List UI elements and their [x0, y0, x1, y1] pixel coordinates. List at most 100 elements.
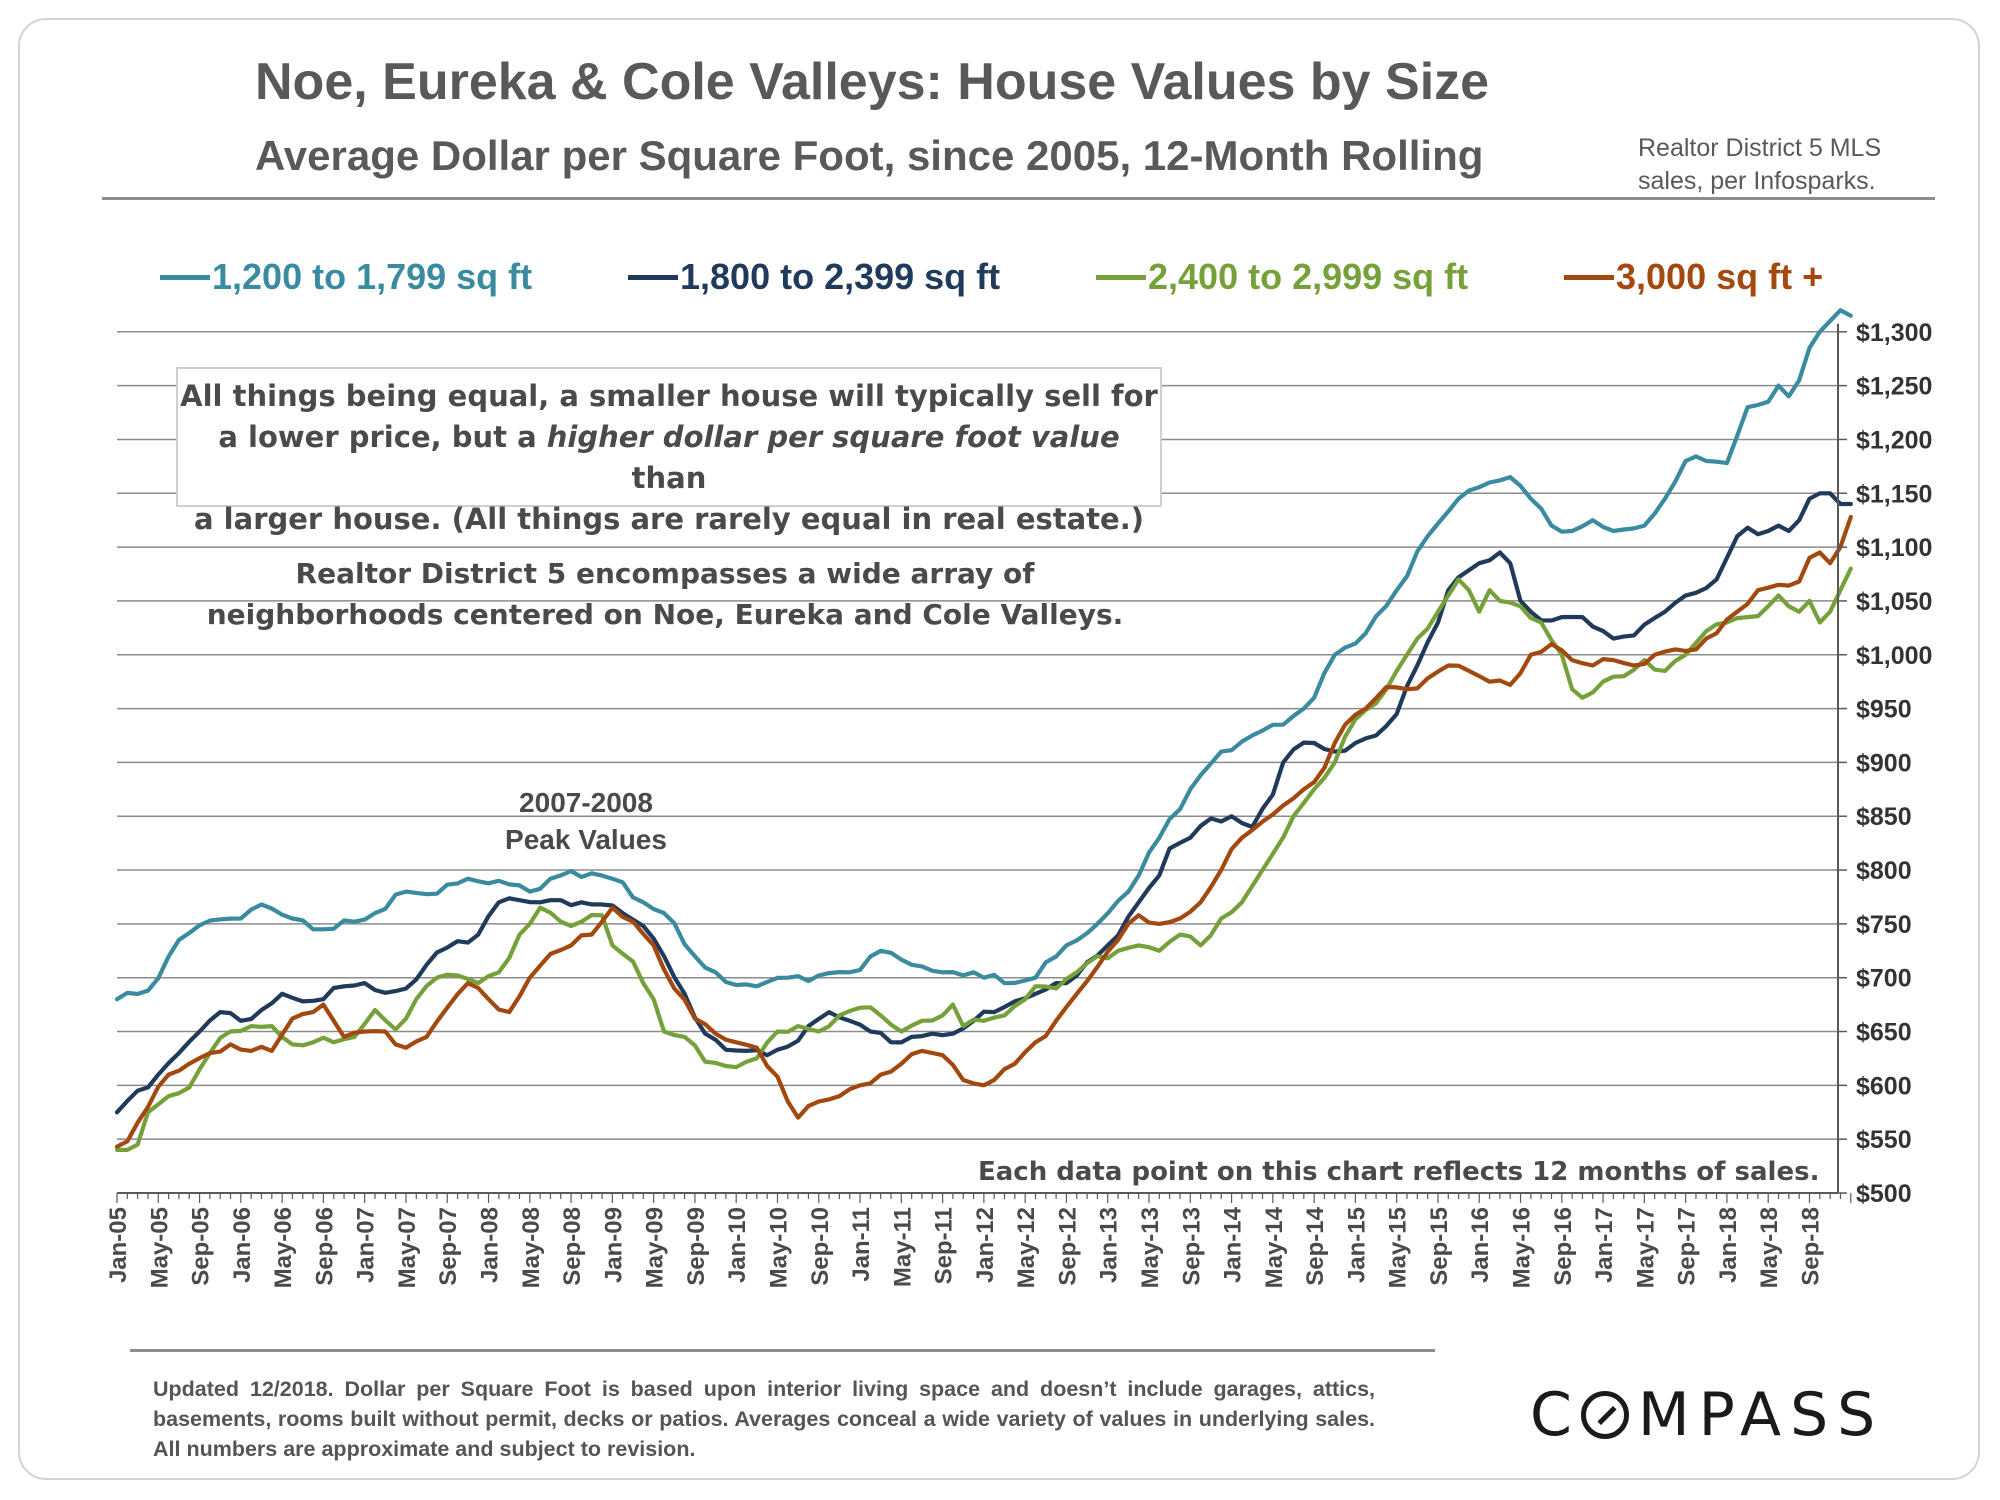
x-tick-label: Sep-17 [1674, 1207, 1701, 1286]
x-tick-label: May-12 [1013, 1207, 1040, 1288]
y-tick-label: $1,100 [1856, 534, 1932, 562]
x-tick-label: Jan-13 [1096, 1207, 1123, 1283]
legend-label-2400-2999: 2,400 to 2,999 sq ft [1148, 256, 1469, 297]
compass-logo: C MPASS [1530, 1380, 1885, 1450]
x-tick-label: May-07 [394, 1207, 421, 1288]
title-divider [102, 197, 1935, 200]
x-tick-label: Sep-08 [559, 1207, 586, 1286]
x-tick-label: Sep-13 [1178, 1207, 1205, 1286]
x-tick-label: Sep-14 [1302, 1206, 1329, 1285]
x-tick-label: May-08 [518, 1207, 545, 1288]
x-tick-label: Jan-15 [1343, 1207, 1370, 1283]
x-tick-label: Jan-05 [105, 1207, 132, 1283]
legend-item-1200-1799: 1,200 to 1,799 sq ft [160, 252, 532, 302]
x-tick-label: Sep-12 [1054, 1207, 1081, 1286]
peak-values-annotation: 2007-2008 Peak Values [466, 784, 706, 858]
x-tick-label: Jan-08 [477, 1207, 504, 1283]
y-tick-label: $1,000 [1856, 642, 1932, 670]
legend-label-1800-2399: 1,800 to 2,399 sq ft [680, 256, 1001, 297]
chart-series-lines [114, 308, 1853, 1153]
x-tick-label: Jan-16 [1467, 1207, 1494, 1283]
y-tick-label: $500 [1856, 1180, 1912, 1208]
district-description: Realtor District 5 encompasses a wide ar… [150, 553, 1180, 635]
footer-note: Updated 12/2018. Dollar per Square Foot … [153, 1377, 1375, 1461]
y-tick-label: $650 [1856, 1019, 1912, 1047]
size-explanation-callout: All things being equal, a smaller house … [176, 367, 1162, 536]
callout-line-2b-emphasis: higher dollar per square foot value [546, 420, 1120, 454]
page-frame [18, 18, 1980, 1480]
peak-line-2: Peak Values [505, 824, 667, 855]
legend-item-2400-2999: 2,400 to 2,999 sq ft [1096, 252, 1468, 302]
legend-swatch-3000-plus [1564, 274, 1614, 280]
x-tick-label: Jan-07 [353, 1207, 380, 1283]
chart-subtitle: Average Dollar per Square Foot, since 20… [255, 132, 1484, 179]
x-tick-label: Jan-17 [1591, 1207, 1618, 1283]
legend-item-1800-2399: 1,800 to 2,399 sq ft [628, 252, 1000, 302]
footer-divider [130, 1349, 1435, 1352]
y-tick-label: $1,300 [1856, 319, 1932, 347]
x-tick-label: Jan-14 [1220, 1206, 1247, 1283]
y-tick-label: $1,050 [1856, 588, 1932, 616]
y-tick-label: $750 [1856, 911, 1912, 939]
x-tick-label: Sep-15 [1426, 1207, 1453, 1286]
x-tick-label: Jan-12 [972, 1207, 999, 1283]
compass-o-icon [1580, 1391, 1629, 1439]
y-tick-label: $800 [1856, 857, 1912, 885]
series-line-3000-plus [114, 514, 1853, 1149]
x-tick-label: Sep-06 [311, 1207, 338, 1286]
x-tick-label: Sep-10 [807, 1207, 834, 1286]
x-tick-label: Sep-09 [683, 1207, 710, 1286]
x-tick-label: Sep-11 [931, 1207, 958, 1284]
x-tick-label: Sep-18 [1797, 1207, 1824, 1286]
y-tick-label: $700 [1856, 965, 1912, 993]
y-tick-label: $1,250 [1856, 373, 1932, 401]
x-tick-label: Jan-06 [229, 1207, 256, 1283]
series-line-2400-2999 [114, 566, 1853, 1153]
district-line-1: Realtor District 5 encompasses a wide ar… [295, 557, 1035, 590]
data-source-note: Realtor District 5 MLS sales, per Infosp… [1638, 132, 1881, 198]
y-tick-label: $550 [1856, 1126, 1912, 1154]
series-line-1800-2399 [114, 491, 1853, 1115]
source-line-1: Realtor District 5 MLS [1638, 134, 1882, 162]
x-tick-label: May-17 [1632, 1207, 1659, 1288]
x-tick-label: May-06 [270, 1207, 297, 1288]
y-tick-label: $900 [1856, 749, 1912, 777]
legend-label-1200-1799: 1,200 to 1,799 sq ft [212, 256, 533, 297]
y-tick-label: $1,200 [1856, 426, 1932, 454]
y-tick-label: $1,150 [1856, 480, 1932, 508]
x-tick-label: May-10 [765, 1207, 792, 1288]
callout-line-3: a larger house. (All things are rarely e… [194, 502, 1144, 536]
x-tick-label: May-14 [1261, 1206, 1288, 1288]
y-tick-label: $850 [1856, 803, 1912, 831]
x-tick-label: Jan-10 [724, 1207, 751, 1283]
source-line-2: sales, per Infosparks. [1638, 167, 1876, 195]
callout-line-1: All things being equal, a smaller house … [180, 379, 1158, 413]
data-point-note: Each data point on this chart reflects 1… [978, 1157, 1820, 1187]
chart-title: Noe, Eureka & Cole Valleys: House Values… [255, 53, 1490, 111]
legend-swatch-1200-1799 [160, 274, 210, 280]
x-tick-label: Sep-05 [188, 1207, 215, 1286]
x-tick-label: Jan-18 [1715, 1207, 1742, 1283]
compass-logo-rest: MPASS [1637, 1380, 1885, 1450]
x-tick-label: May-13 [1137, 1207, 1164, 1288]
x-tick-label: Sep-07 [435, 1207, 462, 1286]
x-tick-label: May-15 [1385, 1207, 1412, 1288]
x-tick-label: May-18 [1756, 1207, 1783, 1288]
x-tick-label: May-11 [889, 1207, 916, 1287]
x-tick-label: May-16 [1509, 1207, 1536, 1288]
y-tick-label: $600 [1856, 1072, 1912, 1100]
x-tick-label: Jan-11 [848, 1207, 875, 1282]
x-tick-label: Sep-16 [1550, 1207, 1577, 1286]
x-tick-label: May-09 [642, 1207, 669, 1288]
legend-label-3000-plus: 3,000 sq ft + [1616, 256, 1824, 297]
y-tick-label: $950 [1856, 696, 1912, 724]
legend-item-3000-plus: 3,000 sq ft + [1564, 252, 1823, 302]
chart-axes: $500 $550 $600 $650 $700 $750 $800 $850 $900 $950… [105, 319, 1932, 1289]
callout-line-2a: a lower price, but a [218, 420, 547, 454]
x-tick-label: Jan-09 [600, 1207, 627, 1283]
callout-line-2c: than [631, 461, 707, 495]
x-tick-label: May-05 [146, 1207, 173, 1288]
series-line-1200-1799 [114, 308, 1853, 1002]
district-line-2: neighborhoods centered on Noe, Eureka an… [206, 598, 1124, 631]
